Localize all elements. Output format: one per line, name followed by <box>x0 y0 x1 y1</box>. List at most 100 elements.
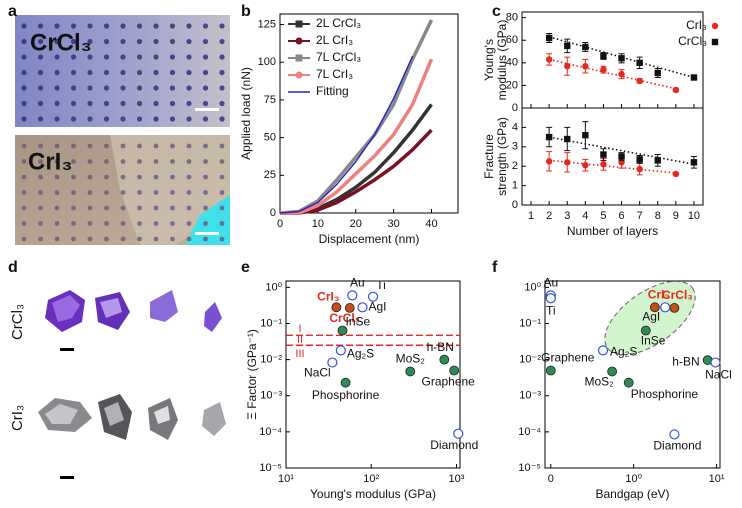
hole <box>21 190 27 195</box>
x-tick-label: 7 <box>637 210 643 222</box>
point-label: h-BN <box>427 340 454 354</box>
panel-label: b <box>241 3 251 20</box>
marker <box>357 302 368 313</box>
hole <box>21 54 27 60</box>
data-line <box>279 55 414 214</box>
point-label: MoS₂ <box>396 352 426 366</box>
point-label: Diamond <box>653 439 701 453</box>
x-tick-label: 10² <box>363 473 379 485</box>
y-tick-label: 80 <box>506 12 518 24</box>
hole <box>136 38 143 45</box>
hole <box>54 236 60 242</box>
marker <box>545 34 553 42</box>
hole <box>21 174 27 180</box>
hole <box>186 100 192 107</box>
y-tick-label: 60 <box>506 34 518 46</box>
hole <box>103 54 110 60</box>
marker <box>582 162 589 169</box>
y-tick-label: 10⁰ <box>524 281 541 293</box>
hole <box>153 221 159 226</box>
hole <box>170 205 175 211</box>
hole <box>120 236 126 242</box>
hole <box>54 205 60 211</box>
crystal <box>100 298 122 318</box>
hole <box>54 174 60 180</box>
point-label: AgI <box>642 310 660 324</box>
y-tick-label: 50 <box>264 132 276 144</box>
point-label: MoS₂ <box>584 375 614 389</box>
trend-line <box>548 58 677 90</box>
hole <box>219 69 225 76</box>
region-label: I <box>298 323 301 335</box>
hole <box>120 100 126 107</box>
marker <box>295 20 303 28</box>
hole <box>169 23 176 29</box>
hole <box>71 174 76 180</box>
hole <box>219 143 225 149</box>
hole <box>170 236 175 242</box>
hole <box>136 100 143 107</box>
x-tick-label: 3 <box>564 210 570 222</box>
hole <box>70 116 77 122</box>
marker <box>337 325 348 336</box>
highlight-region <box>604 280 696 356</box>
hole <box>203 236 208 242</box>
hole <box>87 100 93 107</box>
row-label: CrCl₃ <box>9 304 26 340</box>
hole <box>153 85 159 91</box>
marker <box>331 302 342 313</box>
hole <box>21 69 27 76</box>
hole <box>186 38 192 45</box>
hole <box>120 69 126 76</box>
marker <box>564 63 571 70</box>
hole <box>54 54 60 60</box>
hole <box>54 190 60 195</box>
point-label: Au <box>543 276 558 290</box>
hole <box>219 38 225 45</box>
point-label: CrCl₃ <box>662 288 693 302</box>
y-tick-label: 0 <box>512 199 518 211</box>
marker <box>545 56 553 63</box>
hole <box>120 143 126 149</box>
legend-label: 2L CrI₃ <box>316 33 353 47</box>
hole <box>153 205 159 211</box>
marker <box>545 365 556 376</box>
hole <box>103 69 110 76</box>
hole <box>120 174 126 180</box>
hole <box>104 143 109 149</box>
x-axis-label: Displacement (nm) <box>319 232 420 246</box>
hole <box>202 69 209 76</box>
hole <box>136 69 143 76</box>
x-tick-label: 20 <box>350 218 362 230</box>
hole <box>38 190 43 195</box>
hole <box>219 116 225 122</box>
marker <box>344 303 355 313</box>
x-tick-label: 40 <box>425 218 437 230</box>
marker <box>295 37 303 45</box>
hole <box>169 116 176 122</box>
hole <box>219 221 225 226</box>
hole <box>87 85 93 91</box>
y-tick-label: 10⁻¹ <box>519 317 541 329</box>
y-tick-label: 0 <box>270 207 276 219</box>
marker <box>623 377 634 388</box>
hole <box>87 236 93 242</box>
point-label: CrCl₃ <box>329 311 360 325</box>
y-tick-label: 25 <box>264 169 276 181</box>
marker <box>545 158 553 165</box>
y-axis-label: Applied load (nN) <box>239 67 253 160</box>
x-tick-label: 0 <box>548 473 554 485</box>
hole <box>203 205 208 211</box>
hole <box>70 23 77 29</box>
data-line <box>279 19 434 215</box>
y-tick-label: 10⁰ <box>265 281 282 293</box>
hole <box>203 159 208 164</box>
hole <box>87 69 93 76</box>
marker <box>367 291 379 302</box>
y-tick-label: 10⁻⁵ <box>259 462 282 474</box>
point-label: Phosphorine <box>312 388 380 402</box>
hole <box>153 236 159 242</box>
y-tick-label: 10⁻⁵ <box>518 462 541 474</box>
x-tick-label: 2 <box>546 210 552 222</box>
y-tick-label: 40 <box>506 57 518 69</box>
